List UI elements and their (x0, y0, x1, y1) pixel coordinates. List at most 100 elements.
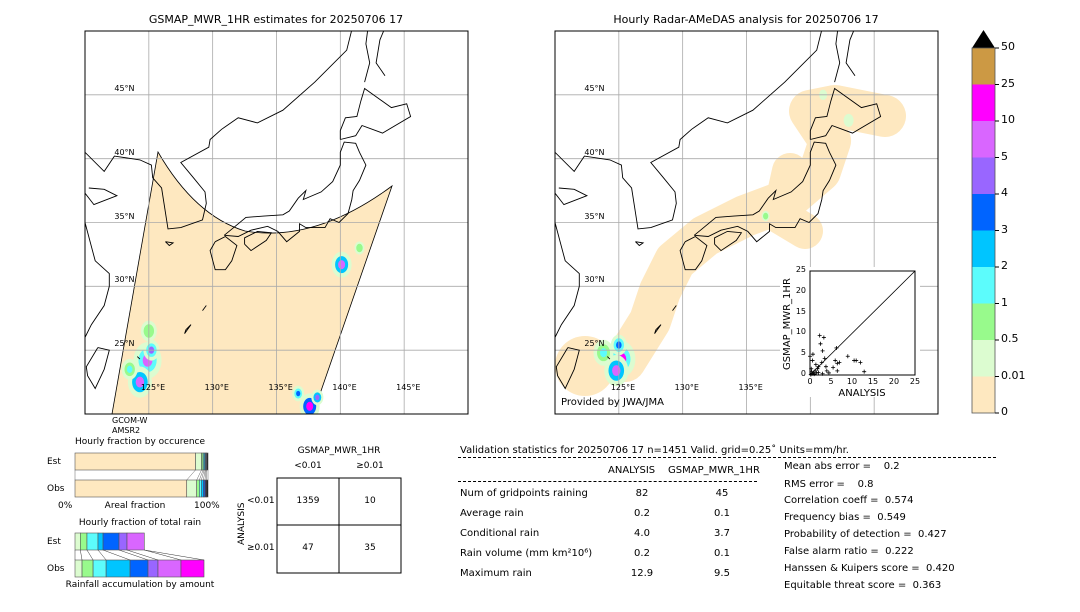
occurrence-xmax: 100% (194, 501, 220, 511)
occurrence-obs-segment (186, 479, 197, 498)
scatter-point (810, 352, 815, 357)
total-rain-obs-segment (105, 559, 131, 578)
coastline (555, 222, 580, 338)
lon-label: 125°E (140, 383, 166, 393)
scatter-point (835, 361, 840, 366)
cell-hits-none: 1359 (296, 496, 320, 506)
scatter-point (809, 366, 814, 371)
stats-row-label: Rain volume (mm km²10⁶) (460, 548, 593, 559)
total-rain-xlabel: Rainfall accumulation by amount (65, 580, 215, 590)
scatter-point (818, 341, 823, 346)
coastlines (555, 31, 882, 390)
rain-cell (135, 376, 145, 388)
cell-false-alarm: 10 (364, 496, 376, 506)
data-credit: Provided by JWA/JMA (561, 397, 664, 408)
cell-miss: 47 (302, 543, 314, 553)
scatter-point (809, 369, 814, 374)
total-rain-est-segment (126, 532, 145, 551)
coastline (244, 230, 273, 252)
scatter-point (816, 370, 821, 375)
rain-cell (356, 243, 363, 253)
scatter-point (814, 370, 819, 375)
colorbar[interactable] (971, 30, 999, 414)
right-map (554, 30, 939, 415)
colorbar-segment (972, 267, 995, 304)
stats-col-analysis: ANALYSIS (608, 465, 656, 476)
scatter-point (824, 368, 829, 373)
lon-label: 135°E (738, 383, 763, 393)
colorbar-label: 4 (1001, 186, 1008, 199)
scatter-point (845, 354, 850, 359)
score-line: False alarm ratio = 0.222 (784, 546, 914, 557)
rain-cell (845, 116, 852, 125)
colorbar-label: 50 (1001, 40, 1015, 53)
lon-label: 130°E (204, 383, 229, 393)
colorbar-label: 2 (1001, 259, 1008, 272)
colorbar-label: 0.01 (1001, 368, 1026, 382)
score-line: Frequency bias = 0.549 (784, 512, 906, 523)
stats-analysis-value: 12.9 (630, 568, 654, 579)
lat-label: 30°N (584, 275, 605, 285)
scatter-point (820, 371, 825, 376)
stats-analysis-value: 4.0 (634, 528, 650, 539)
stats-gsmap-value: 45 (715, 488, 729, 499)
stats-row-label: Num of gridpoints raining (460, 488, 588, 499)
lat-label: 35°N (584, 211, 605, 221)
coastline (85, 347, 110, 390)
scatter-point (820, 348, 825, 353)
fraction-bars (74, 452, 209, 578)
stats-row-label: Maximum rain (460, 568, 532, 579)
rain-cell (315, 394, 320, 401)
occurrence-est-segment (206, 452, 209, 471)
scatter-point (815, 366, 820, 371)
contingency-row-axis: ANALYSIS (237, 502, 247, 545)
stats-gsmap-value: 0.1 (714, 508, 730, 519)
colorbar-segment (972, 48, 995, 85)
lat-label: 25°N (114, 339, 135, 349)
coastline (679, 235, 708, 271)
coastline (184, 324, 192, 334)
total-rain-obs-segment (81, 559, 94, 578)
scatter-point (812, 372, 817, 377)
scatter-ytick: 5 (800, 348, 806, 358)
scatter-point (823, 364, 828, 369)
coastline (809, 87, 882, 140)
colorbar-segment (972, 121, 995, 158)
satellite-name: GCOM-W (112, 416, 148, 425)
occurrence-xlabel: Areal fraction (104, 501, 166, 511)
stats-gsmap-value: 3.7 (714, 528, 730, 539)
stats-row-label: Average rain (460, 508, 524, 519)
colorbar-segment (972, 340, 995, 377)
one-to-one-line (809, 270, 916, 376)
score-line: RMS error = 0.8 (784, 479, 874, 490)
lat-label: 25°N (584, 339, 605, 349)
lat-label: 40°N (114, 147, 135, 157)
map-frame (84, 30, 469, 415)
rain-cell (612, 365, 621, 377)
occurrence-row-est: Est (47, 457, 61, 467)
contingency-title: GSMAP_MWR_1HR (297, 446, 381, 456)
colorbar-segment (972, 84, 995, 121)
contingency-grid (276, 477, 402, 574)
coastline (672, 305, 677, 311)
lon-label: 125°E (610, 383, 636, 393)
coastline (555, 31, 822, 230)
colorbar-segment (972, 157, 995, 194)
occurrence-xmin: 0% (58, 501, 73, 511)
score-line: Correlation coeff = 0.574 (784, 495, 914, 506)
scatter-point (835, 368, 840, 373)
scatter-point (813, 368, 818, 373)
total-rain-title: Hourly fraction of total rain (78, 518, 202, 528)
lon-label: 145°E (396, 383, 421, 393)
scatter-ytick: 10 (795, 327, 806, 337)
stats-divider (458, 457, 996, 458)
stats-col-gsmap: GSMAP_MWR_1HR (668, 465, 760, 476)
rain-cell (126, 365, 133, 373)
occurrence-est-segment (74, 452, 196, 471)
coastline (223, 141, 367, 243)
contingency-col-1: ≥0.01 (356, 461, 384, 471)
score-line: Probability of detection = 0.427 (784, 529, 947, 540)
scatter-ytick: 20 (795, 285, 806, 295)
